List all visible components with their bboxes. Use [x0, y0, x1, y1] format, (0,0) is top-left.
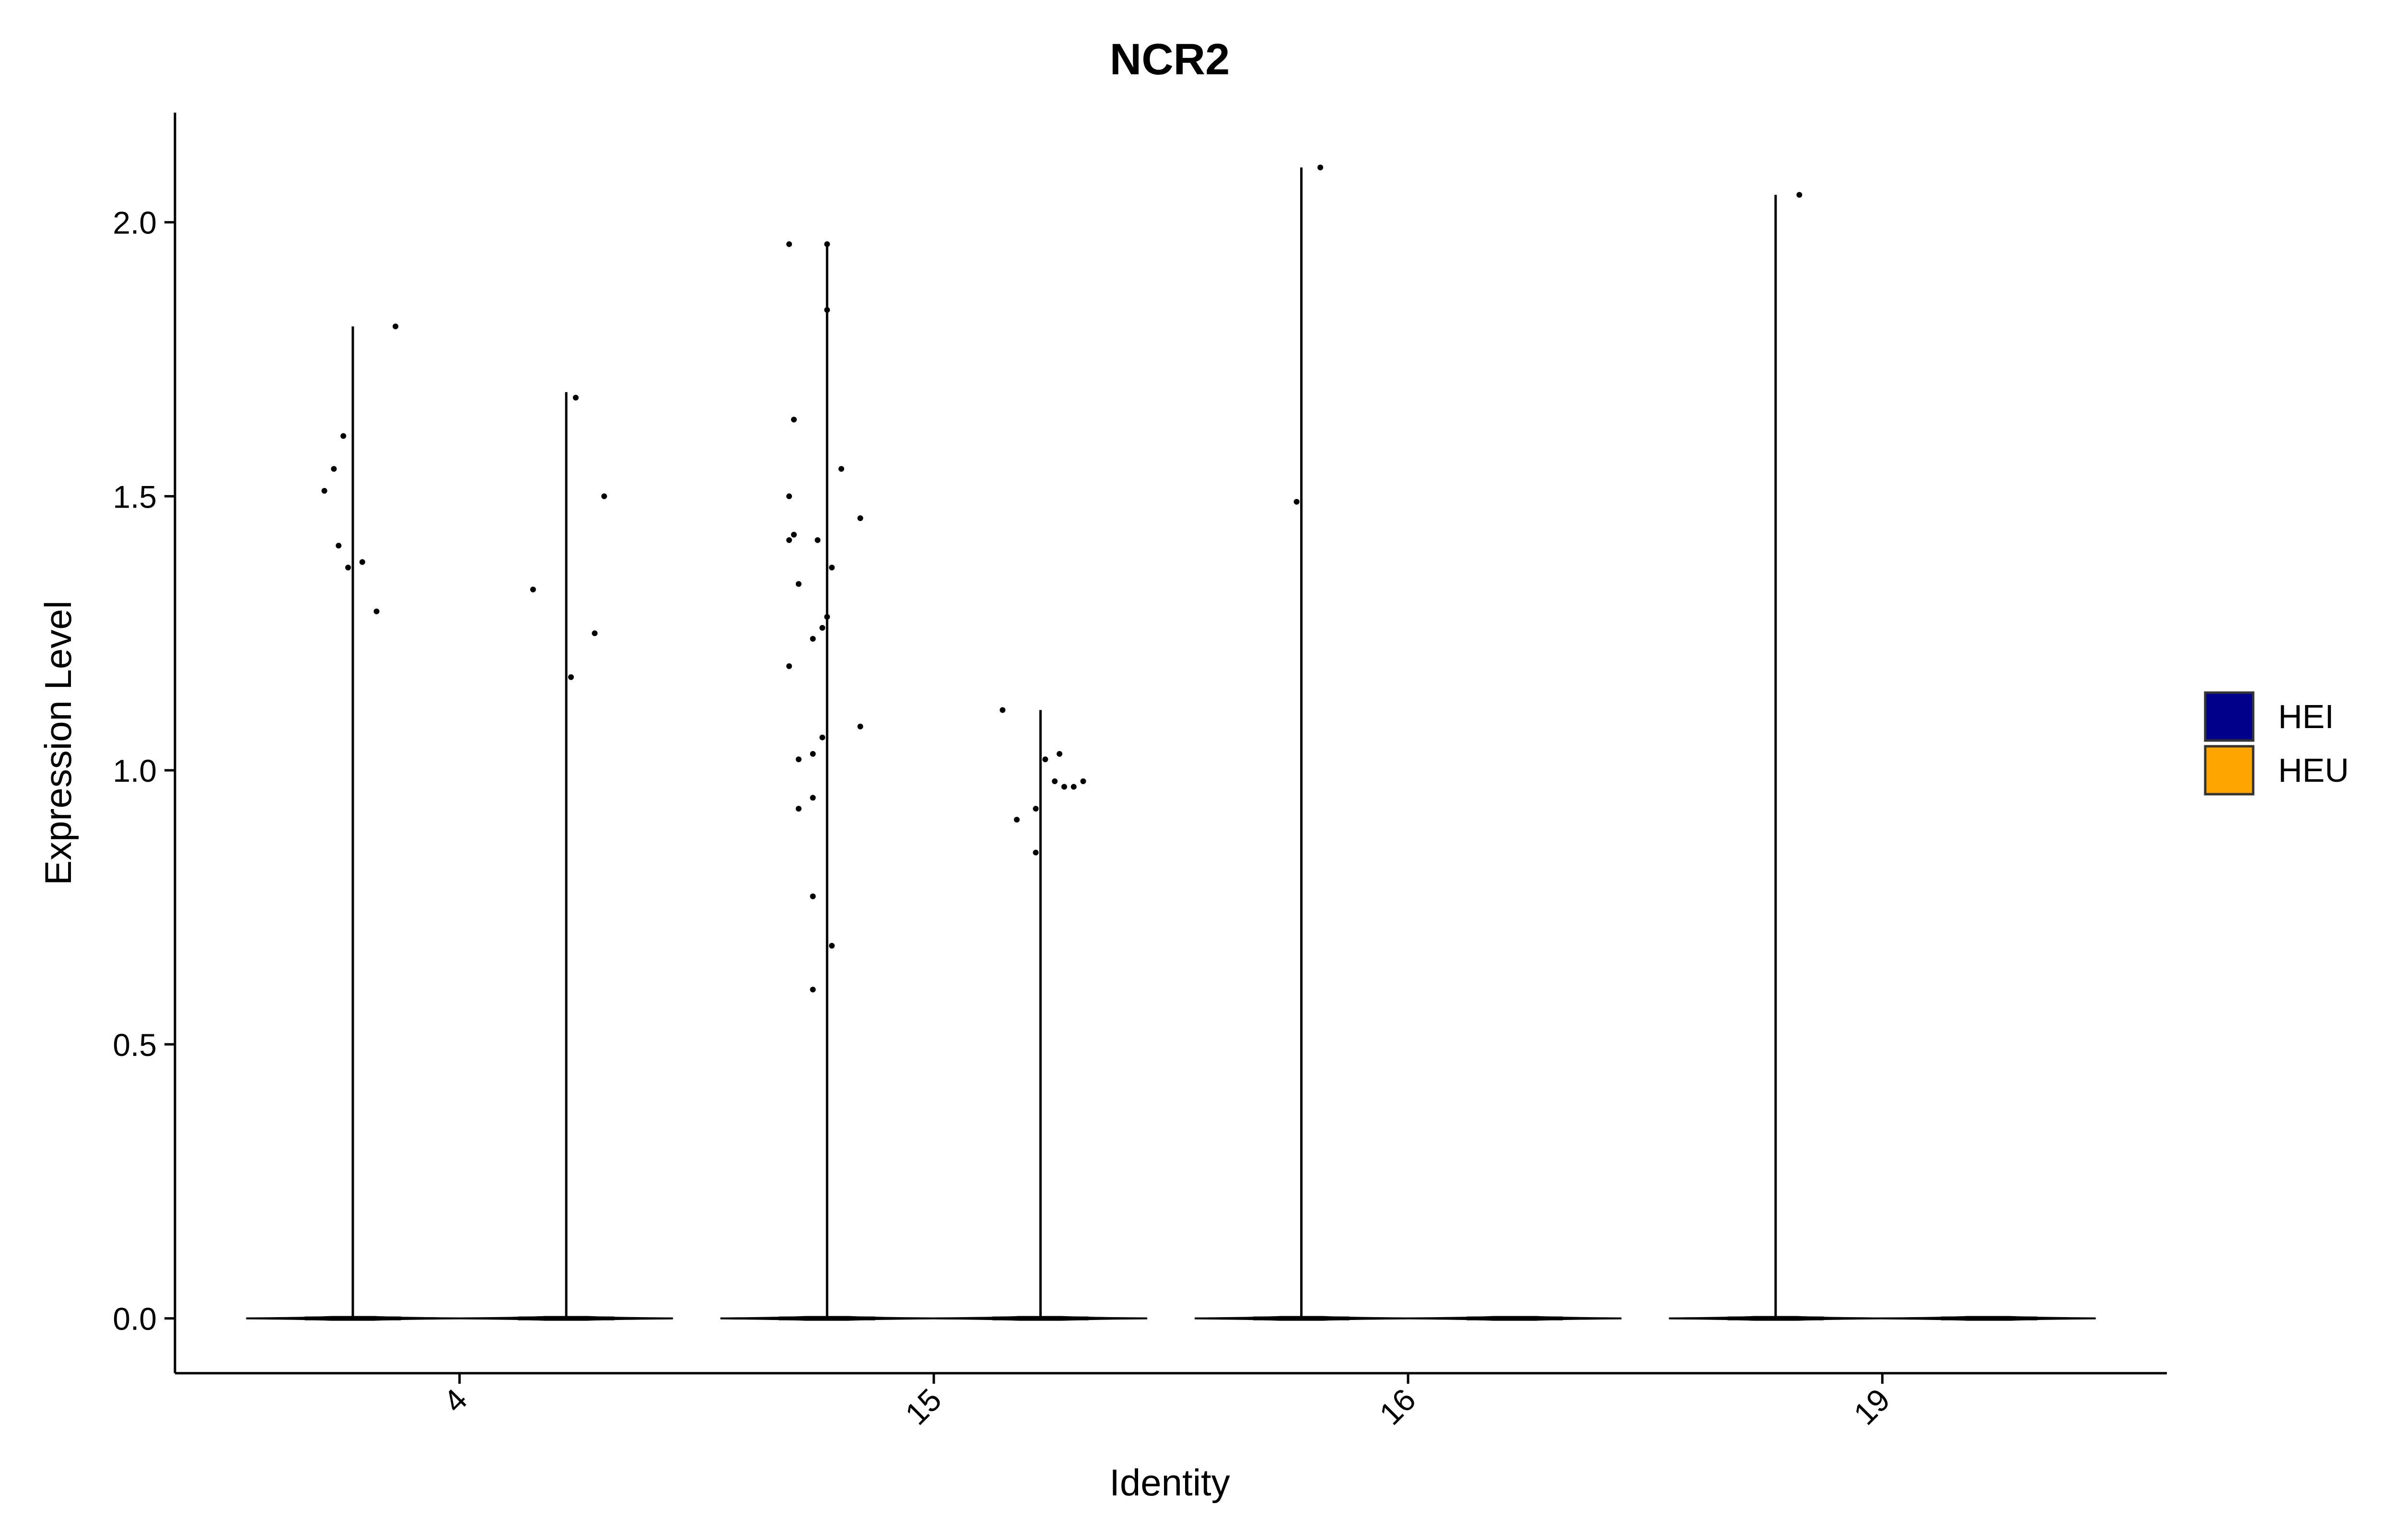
data-point: [1796, 192, 1803, 198]
data-point: [572, 394, 579, 401]
data-point: [829, 943, 835, 949]
data-point: [1033, 806, 1039, 812]
data-point: [1080, 778, 1086, 785]
data-point: [1013, 817, 1020, 823]
data-point: [1042, 756, 1048, 763]
data-point: [857, 723, 863, 729]
data-point: [795, 806, 802, 812]
x-tick-label: 16: [1373, 1382, 1422, 1432]
y-tick-label: 1.5: [113, 479, 157, 514]
data-point: [336, 543, 342, 549]
data-point: [791, 532, 797, 538]
data-point: [819, 625, 826, 631]
legend-swatch-hei: [2204, 691, 2255, 742]
data-point: [824, 614, 830, 620]
data-point: [815, 537, 821, 543]
legend-label-hei: HEI: [2278, 698, 2334, 735]
data-point: [786, 537, 792, 543]
data-point: [838, 466, 844, 472]
data-point: [810, 893, 816, 900]
x-axis-label: Identity: [1109, 1461, 1230, 1504]
x-tick-label: 19: [1847, 1382, 1897, 1432]
data-point: [530, 586, 536, 592]
y-tick-label: 0.0: [113, 1301, 157, 1337]
data-point: [345, 565, 351, 571]
data-point: [373, 608, 380, 614]
data-point: [1033, 849, 1039, 856]
data-point: [393, 323, 399, 329]
data-point: [1061, 784, 1067, 790]
data-point: [795, 581, 802, 587]
data-point: [1052, 778, 1058, 785]
y-tick-label: 0.5: [113, 1027, 157, 1063]
legend-swatch-heu: [2204, 745, 2255, 796]
data-point: [359, 559, 365, 565]
y-axis: 0.0 0.5 1.0 1.5 2.0: [113, 113, 176, 1373]
data-point: [810, 751, 816, 757]
legend: HEI HEU: [2204, 691, 2349, 796]
data-point: [321, 488, 327, 494]
data-point: [810, 795, 816, 801]
data-point: [810, 636, 816, 642]
data-point: [568, 674, 574, 680]
data-point: [1057, 751, 1063, 757]
chart-title: NCR2: [1110, 35, 1230, 84]
data-point: [601, 493, 607, 499]
data-point: [1000, 707, 1006, 713]
data-point: [786, 663, 792, 669]
data-point: [340, 433, 347, 439]
data-point: [592, 630, 598, 637]
y-axis-label: Expression Level: [37, 601, 79, 885]
data-point: [331, 466, 337, 472]
zero-points-band: [1466, 1316, 1563, 1320]
data-point: [1317, 164, 1324, 171]
data-point: [810, 986, 816, 993]
data-point: [829, 565, 835, 571]
plot-area: [246, 164, 2096, 1321]
data-point: [786, 241, 792, 247]
x-axis: 4 15 16 19: [175, 1372, 2167, 1432]
data-point: [791, 417, 797, 423]
y-tick-label: 2.0: [113, 205, 157, 241]
y-tick-label: 1.0: [113, 753, 157, 788]
data-point: [857, 515, 863, 521]
data-point: [824, 307, 830, 313]
data-point: [795, 756, 802, 763]
zero-points-band: [1941, 1316, 2037, 1320]
data-point: [819, 734, 826, 741]
legend-label-heu: HEU: [2278, 752, 2349, 789]
x-tick-label: 15: [898, 1382, 948, 1432]
data-point: [1293, 498, 1300, 505]
x-tick-label: 4: [436, 1382, 474, 1419]
data-point: [824, 241, 830, 247]
data-point: [1071, 784, 1077, 790]
data-point: [786, 493, 792, 499]
